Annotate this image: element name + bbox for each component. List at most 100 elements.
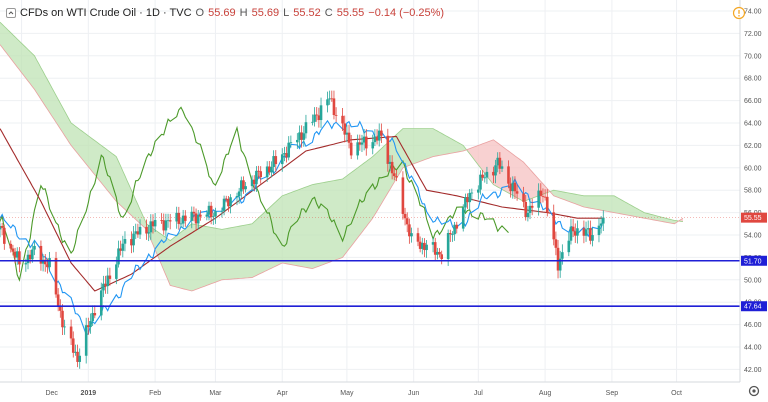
settings-icon[interactable] [747,384,761,398]
candle-body[interactable] [558,258,562,271]
candle-body[interactable] [59,305,62,311]
candle-body[interactable] [334,115,338,116]
symbol-title[interactable]: CFDs on WTI Crude Oil · 1D · TVC [20,7,192,19]
price-axis[interactable]: 74.00 72.00 70.00 68.00 66.00 64.00 62.00 60.00… [0,0,768,382]
candle-body[interactable] [509,183,512,192]
candle-body[interactable] [179,223,183,225]
candle-body[interactable] [84,325,88,356]
candle-body[interactable] [18,251,21,265]
candle-body[interactable] [423,242,426,251]
candle-body[interactable] [89,321,92,328]
candle-body[interactable] [39,245,43,264]
candle-body[interactable] [567,240,571,253]
candle-body[interactable] [380,130,383,136]
candle-body[interactable] [395,176,398,178]
candle-body[interactable] [134,231,138,234]
candle-body[interactable] [229,197,232,207]
candle-body[interactable] [300,132,303,140]
candle-body[interactable] [345,132,349,135]
candle-body[interactable] [524,201,528,218]
candle-body[interactable] [280,154,284,165]
candle-body[interactable] [212,216,215,218]
candle-body[interactable] [119,248,122,251]
candle-body[interactable] [237,191,241,197]
candle-body[interactable] [347,132,351,143]
candle-body[interactable] [436,251,439,255]
candle-body[interactable] [446,233,450,260]
candle-body[interactable] [138,226,142,235]
candle-body[interactable] [515,191,519,194]
candle-body[interactable] [302,133,306,140]
candle-body[interactable] [304,122,308,134]
candle-body[interactable] [410,233,413,237]
candle-body[interactable] [106,275,110,287]
candle-body[interactable] [418,241,422,249]
candle-body[interactable] [319,105,323,121]
candle-body[interactable] [328,98,331,100]
candle-body[interactable] [377,130,381,141]
candle-body[interactable] [61,310,64,328]
candle-body[interactable] [492,171,495,176]
candle-body[interactable] [54,258,58,295]
candle-body[interactable] [569,226,573,241]
candle-body[interactable] [74,351,77,353]
candle-body[interactable] [326,99,329,106]
candle-body[interactable] [149,221,153,233]
candle-body[interactable] [289,142,293,144]
candle-body[interactable] [349,142,353,156]
candle-body[interactable] [507,166,510,184]
chevron-up-icon[interactable] [6,8,16,18]
candle-body[interactable] [87,325,90,328]
candle-body[interactable] [164,220,168,231]
candle-body[interactable] [416,233,420,242]
candle-body[interactable] [222,198,226,211]
candle-body[interactable] [496,157,500,166]
candle-body[interactable] [115,264,118,279]
candle-body[interactable] [177,212,181,224]
level-badge[interactable] [741,255,767,266]
candle-body[interactable] [41,259,45,264]
candle-body[interactable] [425,244,428,251]
candle-body[interactable] [537,190,540,208]
candle-body[interactable] [582,228,586,236]
candle-body[interactable] [108,275,112,279]
candle-body[interactable] [556,247,560,271]
candle-body[interactable] [205,214,209,217]
candle-body[interactable] [272,156,275,167]
candle-body[interactable] [552,212,556,240]
candle-body[interactable] [11,248,15,252]
candle-body[interactable] [235,196,239,198]
candle-body[interactable] [573,231,577,236]
candle-body[interactable] [56,294,60,306]
candle-body[interactable] [270,166,273,173]
candle-body[interactable] [274,156,278,165]
candle-body[interactable] [117,248,120,265]
candle-body[interactable] [104,283,107,287]
candle-body[interactable] [162,220,166,231]
candle-body[interactable] [589,228,592,241]
candle-body[interactable] [494,165,497,176]
last-price-badge[interactable] [741,212,767,223]
candle-body[interactable] [455,224,459,229]
candle-body[interactable] [78,355,82,362]
candle-body[interactable] [132,233,135,246]
candle-body[interactable] [0,226,2,230]
candle-body[interactable] [386,135,390,164]
candle-body[interactable] [576,228,579,236]
candle-body[interactable] [461,207,465,229]
candle-body[interactable] [539,190,543,196]
candle-body[interactable] [481,174,484,178]
time-axis[interactable]: Dec 2019 Feb Mar Apr May Jun Jul Aug Sep Oct [0,381,768,402]
candle-body[interactable] [511,182,515,192]
candle-body[interactable] [192,211,196,214]
candle-body[interactable] [420,242,424,249]
candle-body[interactable] [181,215,185,224]
candle-body[interactable] [485,171,489,178]
candle-body[interactable] [43,259,47,265]
candle-body[interactable] [528,205,532,213]
candle-body[interactable] [250,179,254,187]
candle-body[interactable] [255,170,258,185]
candle-body[interactable] [3,227,6,244]
candle-body[interactable] [343,123,347,135]
